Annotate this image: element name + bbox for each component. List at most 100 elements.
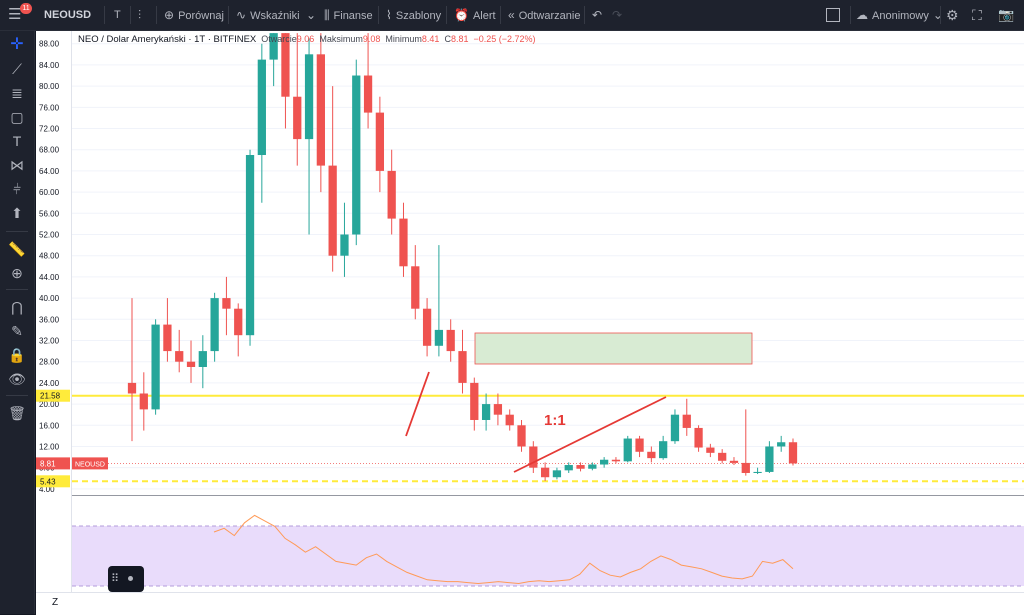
trend-line-rise[interactable] bbox=[513, 396, 667, 473]
candle-body bbox=[729, 460, 739, 463]
candle-body bbox=[635, 438, 644, 452]
compare-button[interactable]: ⊕ Porównaj bbox=[164, 0, 224, 30]
price-label-last: 8.81 bbox=[40, 459, 56, 468]
templates-button[interactable]: ⌇ Szablony bbox=[386, 0, 441, 30]
candle-body bbox=[139, 393, 148, 410]
chart-type-button[interactable]: ⫶ bbox=[138, 0, 145, 30]
price-tick-label: 88.00 bbox=[39, 40, 60, 49]
magnet-icon[interactable]: ⋂ bbox=[11, 299, 23, 315]
price-tick-label: 68.00 bbox=[39, 146, 60, 155]
ruler-icon[interactable]: 📏 bbox=[8, 241, 26, 257]
price-tick-label: 84.00 bbox=[39, 61, 60, 70]
target-zone-rectangle[interactable] bbox=[474, 332, 753, 365]
layout-menu[interactable]: ☁ Anonimowy ⌄ bbox=[856, 0, 947, 30]
candle-body bbox=[127, 382, 137, 394]
undo-button[interactable]: ↶ bbox=[592, 0, 606, 30]
candle-body bbox=[470, 382, 479, 420]
candle-body bbox=[788, 442, 798, 464]
menu-icon[interactable]: ☰ bbox=[8, 6, 22, 23]
candle-body bbox=[222, 298, 231, 309]
price-label-lower: 5.43 bbox=[40, 477, 56, 486]
price-tick-label: 16.00 bbox=[39, 421, 60, 430]
candle-body bbox=[375, 112, 385, 171]
indicators-icon: ∿ bbox=[236, 8, 247, 22]
price-chart[interactable]: 1:1 88.00 84.00 80.00 76.00 72.00 68.00 64.00 6… bbox=[36, 31, 1024, 592]
square-icon bbox=[826, 8, 840, 23]
toolbar-divider bbox=[850, 6, 851, 24]
fib-icon[interactable]: ≣ bbox=[11, 85, 23, 101]
trend-line-icon[interactable]: ⟋ bbox=[12, 61, 22, 77]
chart-pane[interactable]: 1:1 88.00 84.00 80.00 76.00 72.00 68.00 64.00 6… bbox=[36, 31, 1024, 592]
trash-icon[interactable]: 🗑 bbox=[8, 405, 26, 421]
redo-button[interactable]: ↷ bbox=[612, 0, 626, 30]
candle-body bbox=[186, 361, 196, 367]
candle-body bbox=[694, 427, 703, 448]
sidebar-divider bbox=[6, 231, 28, 232]
dot-icon[interactable] bbox=[128, 576, 133, 581]
timezone-zoom-icon[interactable]: Z bbox=[52, 597, 59, 608]
price-tick-label: 56.00 bbox=[39, 209, 60, 218]
eye-icon[interactable]: 👁 bbox=[8, 371, 26, 387]
snapshot-button[interactable]: 📷 bbox=[998, 0, 1018, 30]
low-label: Minimum bbox=[385, 34, 422, 44]
interval-button[interactable]: T bbox=[114, 9, 121, 21]
rsi-band bbox=[72, 526, 1024, 586]
ratio-annotation[interactable]: 1:1 bbox=[544, 412, 566, 429]
notification-badge: 11 bbox=[20, 3, 32, 14]
candle-body bbox=[269, 33, 278, 60]
candle-body bbox=[257, 59, 266, 156]
redo-icon: ↷ bbox=[612, 8, 623, 22]
alert-button[interactable]: ⏰ Alert bbox=[454, 0, 496, 30]
chevron-down-icon: ⌄ bbox=[932, 8, 943, 22]
candle-body bbox=[718, 452, 727, 461]
lock-drawing-icon[interactable]: ✎ bbox=[11, 323, 23, 339]
arrow-up-icon[interactable]: ⬆ bbox=[11, 205, 23, 221]
candle-body bbox=[198, 351, 207, 367]
toolbar-divider bbox=[446, 6, 447, 24]
candle-body bbox=[434, 329, 444, 346]
layout-name: Anonimowy bbox=[872, 10, 929, 22]
rectangle-icon[interactable]: ▢ bbox=[10, 109, 24, 125]
price-tick-label: 20.00 bbox=[39, 400, 60, 409]
indicators-button[interactable]: ∿ Wskaźniki bbox=[236, 0, 300, 30]
candle-body bbox=[151, 324, 160, 410]
drag-handle-icon[interactable]: ⠿ bbox=[111, 573, 120, 585]
top-toolbar: ☰ 11 NEOUSD T ⫶ ⊕ Porównaj ∿ Wskaźniki ⌄ ⫼… bbox=[0, 0, 1024, 31]
candle-body bbox=[493, 404, 503, 415]
text-icon[interactable]: T bbox=[12, 133, 22, 149]
settings-button[interactable]: ⚙ bbox=[946, 0, 963, 30]
symbol-tag-bg bbox=[72, 457, 108, 470]
zoom-in-icon[interactable]: ⊕ bbox=[11, 265, 23, 281]
price-tick-label: 76.00 bbox=[39, 103, 60, 112]
toolbar-divider bbox=[378, 6, 379, 24]
candle-body bbox=[281, 33, 290, 97]
price-tick-label: 80.00 bbox=[39, 82, 60, 91]
candle-body bbox=[540, 467, 550, 478]
templates-dropdown-button[interactable]: ⌄ bbox=[306, 0, 320, 30]
pattern-icon[interactable]: ⋈ bbox=[10, 157, 24, 173]
replay-button[interactable]: «Odtwarzanie bbox=[508, 0, 580, 30]
fullscreen-select-button[interactable] bbox=[826, 0, 840, 30]
candle-body bbox=[245, 155, 255, 336]
candle-body bbox=[446, 329, 455, 352]
symbol-search[interactable]: NEOUSD bbox=[44, 9, 92, 21]
financials-button[interactable]: ⫼ Finanse bbox=[324, 0, 373, 30]
gear-icon: ⚙ bbox=[946, 7, 959, 23]
legend-title: NEO / Dolar Amerykański · 1T · BITFINEX bbox=[78, 34, 257, 45]
price-label-last-bg bbox=[36, 457, 70, 470]
toolbar-divider bbox=[130, 6, 131, 24]
alert-label: Alert bbox=[472, 10, 496, 22]
trend-line-drop[interactable] bbox=[405, 371, 430, 437]
fullscreen-button[interactable]: ⛶ bbox=[972, 0, 986, 30]
candle-body bbox=[175, 351, 184, 362]
crosshair-icon[interactable]: ✛ bbox=[10, 36, 24, 53]
prediction-icon[interactable]: ⫩ bbox=[12, 181, 22, 197]
close-value: 8.81 bbox=[450, 34, 469, 44]
candle-body bbox=[623, 438, 632, 462]
lock-icon[interactable]: 🔒 bbox=[8, 347, 26, 363]
bottom-bar: Z bbox=[36, 592, 1024, 615]
price-label-upper: 21.58 bbox=[40, 392, 61, 401]
floating-drawing-toolbar[interactable]: ⠿ bbox=[108, 566, 144, 592]
candle-body bbox=[611, 459, 621, 462]
indicators-label: Wskaźniki bbox=[250, 10, 300, 22]
